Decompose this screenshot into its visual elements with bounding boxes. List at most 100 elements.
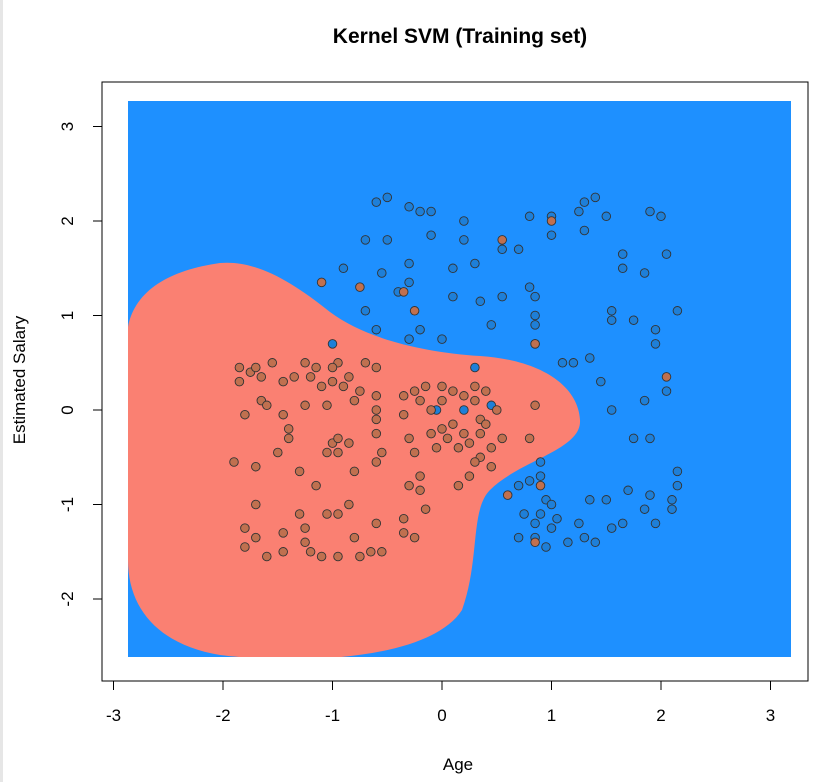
point-class-0 xyxy=(492,405,502,415)
x-tick-label: -2 xyxy=(215,706,230,725)
point-class-1 xyxy=(563,537,573,548)
point-class-0 xyxy=(481,419,491,429)
point-class-1 xyxy=(645,433,655,444)
point-class-0 xyxy=(234,362,245,373)
point-class-0 xyxy=(316,381,327,392)
point-class-0 xyxy=(344,372,354,382)
point-class-0 xyxy=(398,391,409,401)
point-class-1 xyxy=(530,310,540,321)
point-class-1 xyxy=(579,532,590,543)
point-class-1 xyxy=(448,263,458,274)
point-class-0 xyxy=(377,447,387,458)
point-class-1 xyxy=(606,523,617,533)
point-class-0 xyxy=(305,372,316,382)
point-class-0 xyxy=(344,499,354,510)
point-class-0 xyxy=(481,386,491,396)
y-tick-label: -2 xyxy=(58,591,77,606)
point-class-0 xyxy=(371,414,382,425)
point-class-0 xyxy=(349,395,360,406)
point-class-0 xyxy=(530,339,540,349)
point-class-1 xyxy=(524,476,535,486)
point-class-0 xyxy=(267,358,278,368)
point-class-1 xyxy=(661,249,672,259)
point-class-1 xyxy=(601,211,612,222)
point-class-1 xyxy=(377,268,387,278)
point-class-0 xyxy=(530,400,540,411)
point-class-1 xyxy=(650,339,661,349)
point-class-1 xyxy=(672,306,683,316)
y-tick-label: 3 xyxy=(58,122,77,131)
x-axis: -3 -2 -1 0 1 2 3 xyxy=(106,680,775,725)
point-class-0 xyxy=(355,551,365,562)
y-tick-label: 2 xyxy=(58,216,77,225)
point-class-0 xyxy=(409,532,420,543)
point-class-1 xyxy=(672,466,683,477)
x-tick-label: 1 xyxy=(547,706,556,725)
y-tick-label: 1 xyxy=(58,311,77,320)
point-class-0 xyxy=(278,376,288,387)
point-class-1 xyxy=(513,244,524,255)
point-class-1 xyxy=(415,324,425,335)
point-class-1 xyxy=(470,362,480,373)
point-class-1 xyxy=(656,211,666,222)
point-class-0 xyxy=(420,381,431,392)
point-class-0 xyxy=(283,433,294,444)
point-class-0 xyxy=(360,358,371,368)
point-class-0 xyxy=(300,523,310,533)
point-class-0 xyxy=(251,362,261,373)
point-class-1 xyxy=(650,324,661,335)
point-class-0 xyxy=(333,551,343,562)
point-class-1 xyxy=(459,405,469,415)
point-class-1 xyxy=(371,197,382,207)
point-class-1 xyxy=(546,230,557,240)
point-class-1 xyxy=(459,235,469,245)
point-class-0 xyxy=(327,376,338,387)
point-class-0 xyxy=(486,443,497,453)
point-class-0 xyxy=(234,376,245,387)
point-class-0 xyxy=(409,306,420,316)
point-class-0 xyxy=(464,438,475,448)
point-class-1 xyxy=(590,537,601,548)
point-class-0 xyxy=(475,428,486,439)
point-class-0 xyxy=(355,282,365,292)
point-class-0 xyxy=(459,391,469,401)
point-class-0 xyxy=(426,405,436,415)
point-class-0 xyxy=(229,457,239,467)
point-class-0 xyxy=(371,391,382,401)
point-class-1 xyxy=(628,433,639,444)
point-class-0 xyxy=(661,372,672,382)
point-class-1 xyxy=(404,202,414,212)
point-class-1 xyxy=(404,277,414,288)
point-class-0 xyxy=(371,457,382,467)
point-class-0 xyxy=(464,471,475,481)
point-class-0 xyxy=(442,433,453,444)
point-class-0 xyxy=(415,471,425,481)
point-class-0 xyxy=(470,457,480,467)
point-class-0 xyxy=(448,386,458,396)
point-class-0 xyxy=(470,395,480,406)
point-class-0 xyxy=(404,433,414,444)
point-class-1 xyxy=(519,509,529,519)
point-class-1 xyxy=(639,504,650,514)
chart-title: Kernel SVM (Training set) xyxy=(333,25,587,48)
point-class-1 xyxy=(645,490,655,500)
point-class-1 xyxy=(535,471,546,481)
point-class-0 xyxy=(294,466,305,477)
point-class-1 xyxy=(535,509,546,519)
point-class-0 xyxy=(311,362,321,373)
point-class-0 xyxy=(278,409,288,420)
point-class-0 xyxy=(251,461,261,472)
point-class-0 xyxy=(431,443,442,453)
point-class-1 xyxy=(606,315,617,325)
point-class-0 xyxy=(240,542,250,552)
point-class-1 xyxy=(535,457,546,467)
point-class-0 xyxy=(333,433,343,444)
point-class-1 xyxy=(667,495,677,505)
point-class-0 xyxy=(311,480,321,491)
region-class-0 xyxy=(128,262,581,657)
point-class-0 xyxy=(459,428,469,439)
point-class-0 xyxy=(437,424,447,434)
point-class-1 xyxy=(617,263,628,274)
point-class-1 xyxy=(579,225,590,236)
point-class-0 xyxy=(377,547,387,557)
